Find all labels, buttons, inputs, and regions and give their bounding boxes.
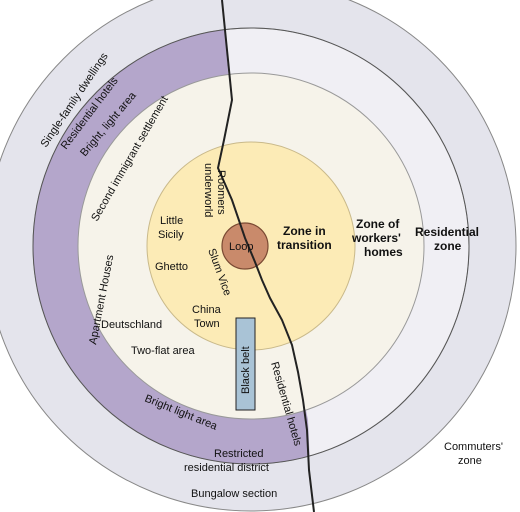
label-ghetto: Ghetto (155, 261, 188, 273)
label-transition: transition (277, 238, 332, 252)
lake-shore-line (216, 0, 315, 512)
label-zone-of: Zone of (356, 217, 400, 231)
label-commuters: Commuters' (444, 441, 503, 453)
label-workers: workers' (351, 231, 401, 245)
label-black-belt: Black belt (240, 346, 252, 394)
label-restricted: Restricted (214, 448, 264, 460)
label-little: Little (160, 215, 183, 227)
label-town: Town (194, 318, 220, 330)
label-deutschland: Deutschland (101, 319, 162, 331)
label-roomers: Roomers (215, 170, 227, 215)
label-sicily: Sicily (158, 229, 184, 241)
label-bungalow: Bungalow section (191, 488, 277, 500)
label-loop: Loop (229, 241, 253, 253)
label-underworld: underworld (202, 163, 214, 217)
label-homes: homes (364, 245, 403, 259)
label-residential: Residential (415, 225, 479, 239)
label-residential-zone: zone (434, 239, 462, 253)
loop-circle (221, 222, 269, 270)
label-restricted-district: residential district (184, 462, 269, 474)
black-belt-rect (235, 317, 256, 411)
label-commuters-zone: zone (458, 455, 482, 467)
label-china: China (192, 304, 222, 316)
label-zone-in: Zone in (283, 224, 326, 238)
residential-zone-outline (32, 27, 470, 465)
label-two-flat: Two-flat area (131, 345, 195, 357)
